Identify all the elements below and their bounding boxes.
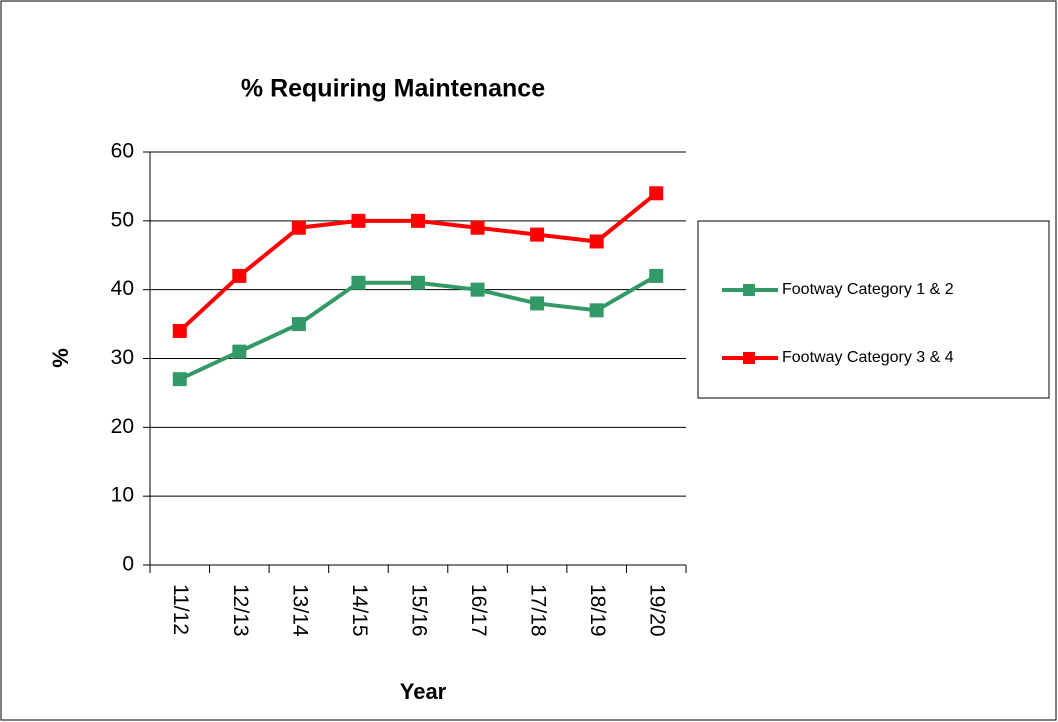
legend-label: Footway Category 1 & 2 bbox=[782, 281, 954, 298]
marker bbox=[649, 268, 664, 283]
x-tick-label: 12/13 bbox=[229, 584, 252, 637]
y-tick-label: 20 bbox=[111, 415, 134, 438]
y-tick-label: 60 bbox=[111, 140, 134, 163]
x-tick-label: 17/18 bbox=[527, 584, 550, 637]
x-tick-label: 19/20 bbox=[646, 584, 669, 637]
marker bbox=[589, 234, 604, 249]
marker bbox=[172, 323, 187, 338]
x-tick-label: 14/15 bbox=[348, 584, 371, 637]
marker bbox=[530, 296, 545, 311]
marker bbox=[649, 186, 664, 201]
marker bbox=[291, 317, 306, 332]
y-tick-label: 30 bbox=[111, 346, 134, 369]
legend-box bbox=[697, 220, 1050, 399]
marker bbox=[411, 213, 425, 228]
legend-label: Footway Category 3 & 4 bbox=[782, 349, 954, 366]
marker bbox=[470, 282, 485, 297]
x-tick-label: 13/14 bbox=[288, 584, 311, 637]
x-tick-label: 18/19 bbox=[586, 584, 609, 637]
marker bbox=[232, 268, 247, 283]
legend-marker bbox=[743, 284, 755, 296]
y-axis-label: % bbox=[48, 348, 73, 368]
x-tick-label: 16/17 bbox=[467, 584, 490, 637]
marker bbox=[351, 213, 366, 228]
y-tick-label: 10 bbox=[111, 484, 134, 507]
x-axis-label: Year bbox=[400, 679, 447, 704]
marker bbox=[232, 344, 247, 359]
x-tick-label: 15/16 bbox=[407, 584, 430, 637]
y-tick-label: 0 bbox=[122, 553, 134, 576]
marker bbox=[351, 275, 366, 290]
chart-title: % Requiring Maintenance bbox=[241, 75, 545, 103]
marker bbox=[172, 372, 187, 387]
marker bbox=[470, 220, 485, 235]
x-tick-label: 11/12 bbox=[169, 584, 192, 635]
marker bbox=[291, 220, 306, 235]
marker bbox=[530, 227, 545, 242]
legend-marker bbox=[743, 352, 755, 364]
marker bbox=[411, 275, 425, 290]
marker bbox=[589, 303, 604, 318]
y-tick-label: 50 bbox=[111, 208, 134, 231]
y-tick-label: 40 bbox=[111, 277, 134, 300]
